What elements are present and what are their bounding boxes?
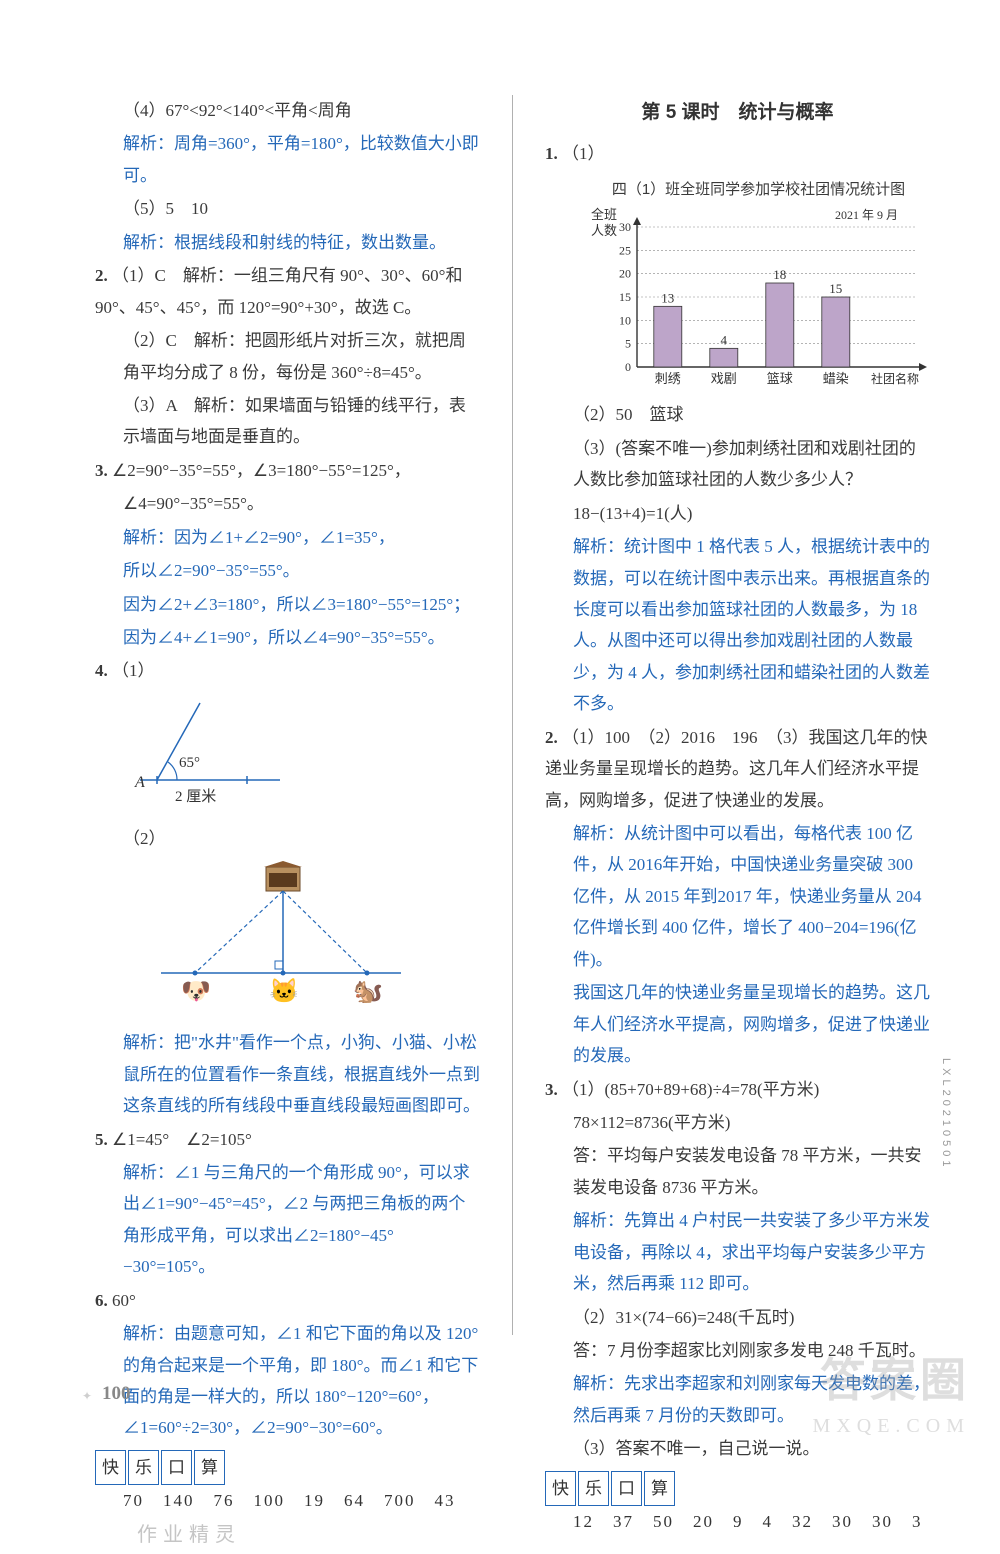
q1-explain: 解析：统计图中 1 格代表 5 人，根据统计表中的数据，可以在统计图中表示出来。… [545,531,930,720]
q2r: 2. （1）100 （2）2016 196 （3）我国这几年的快递业务量呈现增长… [545,722,930,816]
svg-text:全班: 全班 [591,207,617,222]
q6-a: 60° [112,1291,136,1310]
svg-text:25: 25 [619,244,631,258]
watermark-sub: MXQE.COM [813,1408,970,1445]
svg-text:4: 4 [721,333,728,348]
q3-exp3: 因为∠2+∠3=180°，所以∠3=180°−55°=125°； [95,589,480,620]
q3-b: ∠4=90°−35°=55°。 [95,488,480,519]
svg-text:人数: 人数 [591,223,617,238]
angle-length: 2 厘米 [175,788,216,805]
chart-title: 四（1）班全班同学参加学校社团情况统计图 [587,176,930,204]
svg-text:20: 20 [619,267,631,281]
q1-3a: （3）(答案不唯一)参加刺绣社团和戏剧社团的人数比参加篮球社团的人数少多少人？ [545,433,930,496]
q5-a: ∠1=45° ∠2=105° [112,1130,252,1149]
watermark-faint: 作业精灵 [95,1517,480,1554]
angle-diagram: 65° A 2 厘米 [125,695,480,815]
q2: 2. （1）C 解析：一组三角尺有 90°、30°、60°和 90°、45°、4… [95,260,480,323]
q2r-a: （1）100 （2）2016 196 （3）我国这几年的快递业务量呈现增长的趋势… [545,728,928,810]
q1: 1. （1） [545,138,930,169]
q2-3: （3）A 解析：如果墙面与铅锤的线平行，表示墙面与地面是垂直的。 [95,390,480,453]
q3r-b: 78×112=8736(平方米) [545,1107,930,1138]
q6-explain: 解析：由题意可知，∠1 和它下面的角以及 120°的角合起来是一个平角，即 18… [95,1318,480,1444]
svg-text:13: 13 [661,291,674,306]
svg-text:18: 18 [773,267,786,282]
well-diagram: 🐶 🐱 🐿️ [151,861,480,1021]
q1-4: （4）67°<92°<140°<平角<周角 [95,95,480,126]
q4-explain: 解析：把"水井"看作一个点，小狗、小猫、小松鼠所在的位置看作一条直线，根据直线外… [95,1027,480,1121]
svg-text:蜡染: 蜡染 [823,371,849,386]
oral-calc-title-right: 快乐口算 [545,1471,677,1506]
svg-text:刺绣: 刺绣 [655,371,681,386]
svg-text:30: 30 [619,220,631,234]
dog-icon: 🐶 [181,979,211,1005]
side-code: LXL20210501 [936,1058,956,1171]
q3-exp4: 因为∠4+∠1=90°，所以∠4=90°−35°=55°。 [95,622,480,653]
q4: 4. （1） [95,655,480,686]
angle-point-a: A [134,774,145,791]
q2-2: （2）C 解析：把圆形纸片对折三次，就把周角平均分成了 8 份，每份是 360°… [95,325,480,388]
svg-text:5: 5 [625,337,631,351]
q6: 6. 60° [95,1285,480,1316]
svg-text:15: 15 [619,290,631,304]
q1-5-explain: 解析：根据线段和射线的特征，数出数量。 [95,227,480,258]
q3-exp2: 所以∠2=90°−35°=55°。 [95,555,480,586]
lesson-title: 第 5 课时 统计与概率 [545,95,930,130]
bar-chart-svg: 全班人数 2021 年 9 月 0 5 10 15 20 25 30 13 刺绣 4 戏剧 18 篮球 15 蜡… [587,205,927,395]
q5-explain: 解析：∠1 与三角尺的一个角形成 90°，可以求出∠1=90°−45°=45°，… [95,1157,480,1283]
svg-text:社团名称: 社团名称 [871,371,919,386]
q1-4-explain: 解析：周角=360°，平角=180°，比较数值大小即可。 [95,128,480,191]
q1-3b: 18−(13+4)=1(人) [545,498,930,529]
svg-text:10: 10 [619,314,631,328]
q3r: 3. （1）(85+70+89+68)÷4=78(平方米) [545,1074,930,1105]
cat-icon: 🐱 [269,978,299,1005]
q3r-exp: 解析：先算出 4 户村民一共安装了多少平方米发电设备，再除以 4，求出平均每户安… [545,1205,930,1299]
oral-calc-title-left: 快乐口算 [95,1450,227,1485]
q1-2: （2）50 篮球 [545,399,930,430]
left-column: （4）67°<92°<140°<平角<周角 解析：周角=360°，平角=180°… [95,95,480,1335]
q3-exp1: 解析：因为∠1+∠2=90°，∠1=35°， [95,522,480,553]
svg-text:戏剧: 戏剧 [711,371,737,386]
q3r-d: （2）31×(74−66)=248(千瓦时) [545,1302,930,1333]
q4-1: （1） [112,661,155,680]
q2r-exp2: 我国这几年的快递业务量呈现增长的趋势。这几年人们经济水平提高，网购增多，促进了快… [545,977,930,1071]
q4-2: （2） [95,823,480,854]
angle-label: 65° [179,755,200,771]
page-number: 100 [102,1376,131,1411]
bar-chart: 四（1）班全班同学参加学校社团情况统计图 全班人数 2021 年 9 月 0 5 10 1… [587,176,930,396]
q2-1: （1）C 解析：一组三角尺有 90°、30°、60°和 90°、45°、45°，… [95,266,462,316]
svg-text:0: 0 [625,360,631,374]
column-divider [512,95,513,1335]
squirrel-icon: 🐿️ [353,979,383,1005]
q5: 5. ∠1=45° ∠2=105° [95,1124,480,1155]
right-column: 第 5 课时 统计与概率 1. （1） 四（1）班全班同学参加学校社团情况统计图… [545,95,930,1335]
q3r-a: （1）(85+70+89+68)÷4=78(平方米) [562,1080,819,1099]
page-star-icon: ✦ [82,1385,92,1407]
svg-text:2021 年 9 月: 2021 年 9 月 [835,208,898,222]
oral-values-right: 12 37 50 20 9 4 32 30 30 3 [545,1506,930,1537]
svg-text:篮球: 篮球 [767,371,793,386]
q3-a: ∠2=90°−35°=55°，∠3=180°−55°=125°， [112,461,411,480]
q3: 3. ∠2=90°−35°=55°，∠3=180°−55°=125°， [95,455,480,486]
q1-5: （5）5 10 [95,193,480,224]
q3r-c: 答：平均每户安装发电设备 78 平方米，一共安装发电设备 8736 平方米。 [545,1140,930,1203]
q2r-exp: 解析：从统计图中可以看出，每格代表 100 亿件，从 2016年开始，中国快递业… [545,818,930,975]
oral-values-left: 70 140 76 100 19 64 700 43 [95,1485,480,1516]
svg-text:15: 15 [829,281,842,296]
